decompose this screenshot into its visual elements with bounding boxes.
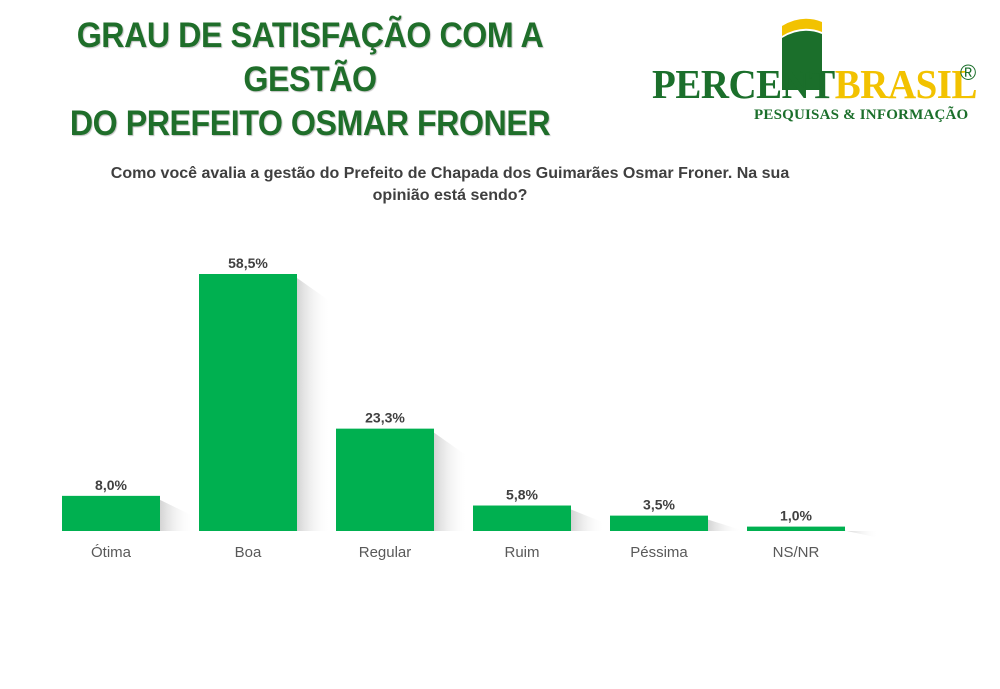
data-label-5: 1,0%: [780, 508, 812, 524]
data-label-4: 3,5%: [643, 497, 675, 513]
chart-title-line-1: Como você avalia a gestão do Prefeito de…: [110, 165, 790, 182]
data-label-3: 5,8%: [506, 487, 538, 503]
bar-shadow: [297, 278, 331, 531]
data-label-2: 23,3%: [365, 410, 405, 426]
category-label-5: NS/NR: [773, 544, 820, 561]
data-label-1: 58,5%: [228, 255, 268, 271]
category-label-2: Regular: [359, 544, 412, 561]
data-label-0: 8,0%: [95, 477, 127, 493]
bar-shadow: [708, 519, 742, 531]
logo-emblem-icon: [782, 18, 822, 90]
bar-5: [747, 526, 845, 531]
logo-wordmark: PERCENTBRASIL: [652, 62, 977, 106]
bar-shadow: [571, 509, 605, 531]
bar-shadow: [845, 530, 879, 538]
chart-title: Como você avalia a gestão do Prefeito de…: [100, 163, 800, 207]
bar-shadow: [434, 432, 468, 531]
bar-4: [610, 515, 708, 531]
bar-3: [473, 505, 571, 531]
category-label-1: Boa: [235, 544, 262, 561]
category-label-0: Ótima: [91, 544, 132, 561]
bar-1: [199, 274, 297, 531]
logo-registered-mark: ®: [960, 60, 977, 85]
logo-word-brasil: BRASIL: [834, 61, 978, 107]
category-label-3: Ruim: [504, 544, 539, 561]
category-label-4: Péssima: [630, 544, 688, 561]
bar-0: [62, 495, 160, 531]
page-title-line-1: GRAU DE SATISFAÇÃO COM A GESTÃO: [76, 16, 544, 99]
bar-2: [336, 428, 434, 531]
bar-shadow: [160, 499, 194, 531]
page-title: GRAU DE SATISFAÇÃO COM A GESTÃO DO PREFE…: [25, 14, 595, 146]
logo-tagline: PESQUISAS & INFORMAÇÃO: [754, 107, 969, 123]
page-title-line-2: DO PREFEITO OSMAR FRONER: [69, 104, 551, 143]
percentbrasil-logo: PERCENTBRASIL ® PESQUISAS & INFORMAÇÃO: [652, 12, 982, 127]
logo-word-percent: PERCENT: [652, 61, 835, 107]
chart-title-line-2: opinião está sendo?: [372, 187, 528, 204]
